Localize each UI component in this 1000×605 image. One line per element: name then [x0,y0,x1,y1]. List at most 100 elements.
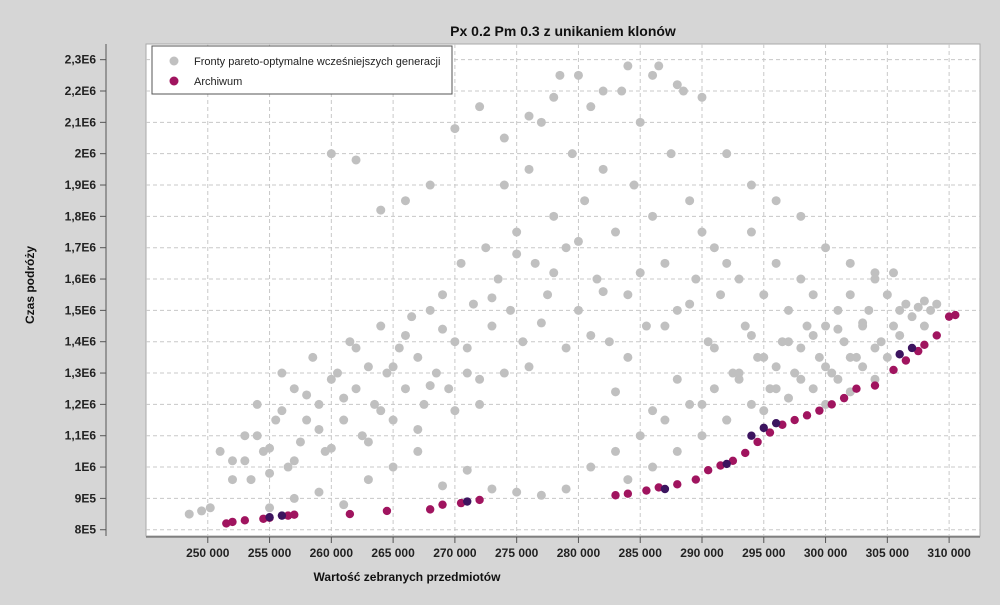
front-point [549,211,559,221]
legend-marker-archive [169,76,179,86]
front-point [314,424,324,434]
chart-title: Px 0.2 Pm 0.3 z unikaniem klonów [450,23,676,39]
front-point [357,431,367,441]
archive-point [951,310,960,320]
front-point [882,352,892,362]
front-point [660,258,670,268]
x-tick-label: 310 000 [927,546,971,560]
front-point [351,343,361,353]
front-point [759,406,769,416]
front-point [561,243,571,253]
front-point [339,393,349,403]
legend-marker-fronts [169,56,179,66]
front-point [407,312,417,322]
front-point [197,506,207,516]
front-point [858,318,868,328]
front-point [672,446,682,456]
front-point [703,337,713,347]
front-point [475,102,485,112]
archive-point [914,346,923,356]
front-point [289,493,299,503]
y-tick-label: 1,1E6 [65,429,97,443]
archive-point [240,516,250,525]
front-point [277,406,287,416]
front-point [450,337,460,347]
archive-point [790,415,799,425]
front-point [623,61,633,71]
front-point [573,236,583,246]
front-point [728,368,738,378]
archive-point [382,506,392,516]
front-point [462,368,472,378]
front-point [252,399,262,409]
front-point [215,446,225,456]
front-point [314,399,324,409]
front-point [289,456,299,466]
front-point [487,293,497,303]
front-point [617,86,627,96]
front-point [505,305,515,315]
front-point [851,352,861,362]
archive-point [753,437,762,447]
front-point [796,343,806,353]
y-tick-label: 1,6E6 [65,272,97,286]
y-tick-label: 2,1E6 [65,115,97,129]
front-point [901,299,911,309]
front-point [654,61,664,71]
front-point [499,368,509,378]
front-point [697,399,707,409]
data-points [184,61,960,528]
front-point [205,503,215,513]
front-point [345,337,355,347]
front-point [814,352,824,362]
front-point [765,384,775,394]
legend-label-fronts: Fronty pareto-optymalne wcześniejszych g… [194,56,440,68]
front-point [895,330,905,340]
archive-point-dark [895,350,904,359]
front-point [790,368,800,378]
front-point [512,227,522,237]
front-point [370,399,380,409]
archive-point [345,509,355,519]
front-point [598,86,608,96]
front-point [678,86,688,96]
archive-point-dark [277,511,287,520]
front-point [536,490,546,500]
x-tick-label: 280 000 [557,546,601,560]
front-point [932,299,942,309]
y-axis-ticks: 8E5 9E5 1E6 1,1E6 1,2E6 1,3E6 1,4E6 1,5E6 1,6E6 1… [65,53,106,537]
x-tick-label: 255 000 [248,546,292,560]
front-point [512,249,522,259]
front-point [184,509,194,519]
front-point [524,111,534,121]
archive-point [290,510,299,519]
front-point [450,406,460,416]
front-point [573,305,583,315]
archive-point [283,511,293,520]
front-point [376,406,386,416]
front-point [524,362,534,372]
front-point [240,456,250,466]
front-point [376,321,386,331]
archive-point [815,406,824,415]
front-point [845,290,855,300]
front-point [573,70,583,80]
front-point [425,180,435,190]
front-point [709,343,719,353]
front-point [413,424,423,434]
archive-point-dark [265,512,274,522]
y-tick-label: 1,4E6 [65,335,97,349]
y-tick-label: 1E6 [75,460,97,474]
front-point [512,487,522,497]
front-point [295,437,305,447]
front-point [265,443,275,453]
front-point [771,362,781,372]
front-point [351,384,361,394]
front-point [821,321,831,331]
y-tick-label: 2,2E6 [65,84,97,98]
front-point [580,196,590,206]
front-point [629,180,639,190]
front-point [685,196,695,206]
